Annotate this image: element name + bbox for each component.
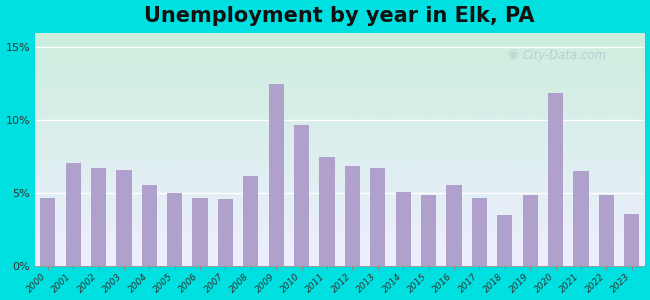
Bar [447, 184, 461, 266]
Bar [523, 195, 538, 266]
Bar [624, 214, 640, 266]
Bar [116, 170, 131, 266]
Bar [66, 163, 81, 266]
Bar [573, 171, 589, 266]
Bar [167, 193, 182, 266]
Bar [142, 184, 157, 266]
Bar [268, 84, 284, 266]
Bar [599, 195, 614, 266]
Bar [396, 192, 411, 266]
Bar [344, 166, 360, 266]
Bar [497, 215, 512, 266]
Text: ◉: ◉ [508, 48, 518, 61]
Title: Unemployment by year in Elk, PA: Unemployment by year in Elk, PA [144, 6, 535, 26]
Bar [218, 199, 233, 266]
Bar [319, 157, 335, 266]
Bar [243, 176, 259, 266]
Bar [91, 168, 106, 266]
Bar [294, 124, 309, 266]
Text: City-Data.com: City-Data.com [523, 49, 606, 62]
Bar [192, 198, 208, 266]
Bar [370, 168, 385, 266]
Bar [548, 92, 563, 266]
Bar [40, 198, 55, 266]
Bar [421, 195, 436, 266]
Bar [472, 198, 487, 266]
